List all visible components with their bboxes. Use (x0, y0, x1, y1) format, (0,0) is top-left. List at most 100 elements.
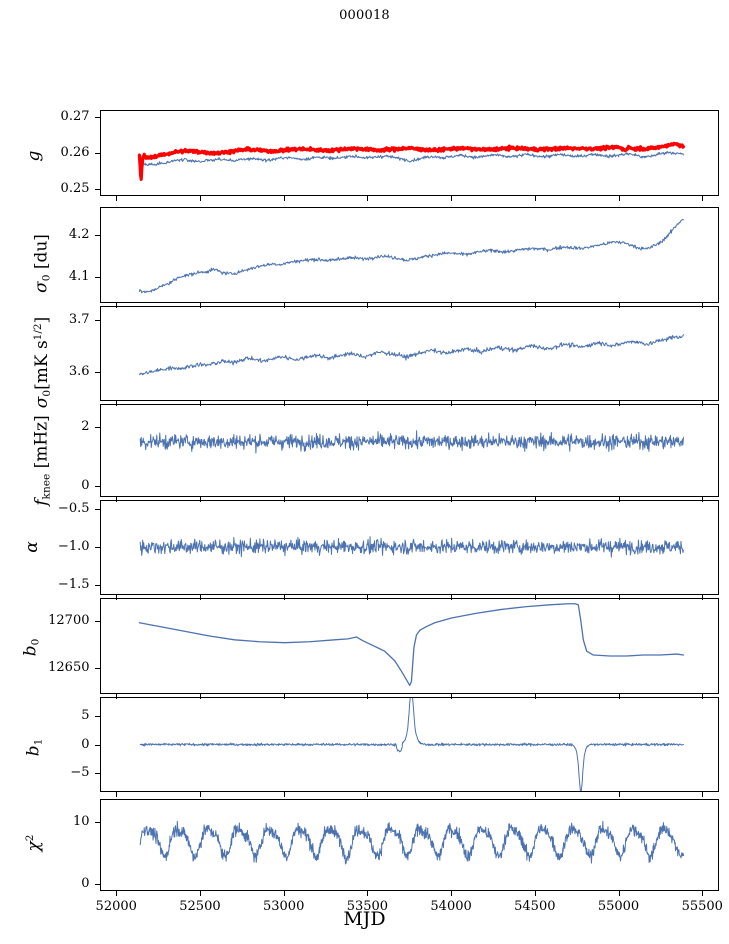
ytick-label: 0 (81, 477, 90, 493)
xtick-mark (367, 891, 369, 896)
xtick-mark (534, 792, 536, 797)
ytick-mark (94, 189, 100, 191)
data-series-f-knee (140, 431, 683, 453)
ytick-label: 4.2 (68, 227, 90, 243)
xtick-mark (534, 595, 536, 600)
ytick-mark (94, 883, 100, 885)
plot-panel-8 (99, 799, 719, 891)
xtick-mark (534, 303, 536, 308)
xtick-mark (618, 694, 620, 699)
xtick-mark (116, 891, 118, 896)
ytick-mark (94, 485, 100, 487)
ylabel-panel-4: fknee [mHz] (31, 415, 53, 506)
xtick-mark (534, 694, 536, 699)
xtick-mark (618, 891, 620, 896)
xtick-mark (116, 694, 118, 699)
xtick-mark (283, 196, 285, 201)
xtick-mark (618, 792, 620, 797)
xtick-label: 55500 (681, 899, 723, 914)
xtick-mark (451, 401, 453, 406)
xtick-mark (200, 303, 202, 308)
ytick-mark (94, 668, 100, 670)
ytick-mark (94, 772, 100, 774)
xtick-mark (283, 497, 285, 502)
ytick-mark (94, 276, 100, 278)
ytick-mark (94, 153, 100, 155)
ytick-mark (94, 371, 100, 373)
xtick-mark (200, 694, 202, 699)
xtick-mark (451, 497, 453, 502)
ytick-mark (94, 116, 100, 118)
xtick-mark (618, 196, 620, 201)
data-series-b0 (139, 604, 683, 686)
ytick-mark (94, 620, 100, 622)
xtick-label: 55000 (597, 899, 640, 914)
xtick-mark (451, 196, 453, 201)
xtick-mark (534, 401, 536, 406)
plot-panel-1 (99, 110, 719, 196)
xtick-mark (367, 595, 369, 600)
ytick-label: −0.5 (57, 500, 90, 516)
xtick-mark (451, 792, 453, 797)
data-series-sigma0-du (139, 219, 683, 292)
ytick-label: 0.26 (60, 145, 90, 160)
xtick-mark (200, 891, 202, 896)
xtick-label: 53000 (262, 899, 305, 914)
ytick-label: 3.6 (68, 363, 90, 379)
xtick-mark (367, 196, 369, 201)
ytick-label: 0 (81, 736, 90, 752)
xtick-mark (702, 303, 704, 308)
xtick-mark (200, 595, 202, 600)
ytick-mark (94, 427, 100, 429)
xtick-mark (367, 792, 369, 797)
ytick-label: 5 (81, 708, 90, 724)
xtick-mark (200, 401, 202, 406)
ytick-mark (94, 744, 100, 746)
data-series-g-blue (142, 151, 683, 165)
xtick-mark (367, 401, 369, 406)
xtick-mark (534, 497, 536, 502)
xtick-mark (283, 303, 285, 308)
xtick-mark (451, 595, 453, 600)
ytick-label: 0.27 (60, 108, 90, 124)
xtick-mark (283, 595, 285, 600)
xtick-mark (451, 303, 453, 308)
xtick-mark (451, 891, 453, 896)
xtick-mark (283, 792, 285, 797)
data-series-b1 (140, 698, 683, 791)
xtick-mark (367, 497, 369, 502)
ytick-mark (94, 716, 100, 718)
ytick-label: 4.1 (68, 268, 90, 284)
plot-panel-5 (99, 500, 719, 595)
xtick-mark (116, 497, 118, 502)
xtick-mark (116, 595, 118, 600)
plot-panel-3 (99, 306, 719, 401)
ytick-label: −1.5 (57, 576, 90, 592)
xtick-mark (534, 196, 536, 201)
xtick-mark (116, 303, 118, 308)
ytick-mark (94, 320, 100, 322)
ytick-mark (94, 584, 100, 586)
xtick-label: 52000 (95, 899, 137, 914)
ytick-mark (94, 508, 100, 510)
xtick-mark (702, 595, 704, 600)
xtick-mark (702, 401, 704, 406)
plot-panel-2 (99, 207, 719, 303)
xtick-label: 52500 (179, 899, 221, 914)
ytick-label: −5 (70, 764, 90, 780)
ytick-label: 10 (72, 813, 90, 829)
xtick-mark (702, 497, 704, 502)
xtick-mark (702, 891, 704, 896)
xtick-mark (116, 792, 118, 797)
xtick-mark (283, 401, 285, 406)
ytick-mark (94, 546, 100, 548)
plot-panel-7 (99, 697, 719, 792)
xtick-mark (367, 303, 369, 308)
xtick-mark (618, 497, 620, 502)
xtick-mark (702, 196, 704, 201)
xtick-mark (618, 303, 620, 308)
xtick-mark (534, 891, 536, 896)
xtick-mark (116, 196, 118, 201)
xtick-mark (116, 401, 118, 406)
